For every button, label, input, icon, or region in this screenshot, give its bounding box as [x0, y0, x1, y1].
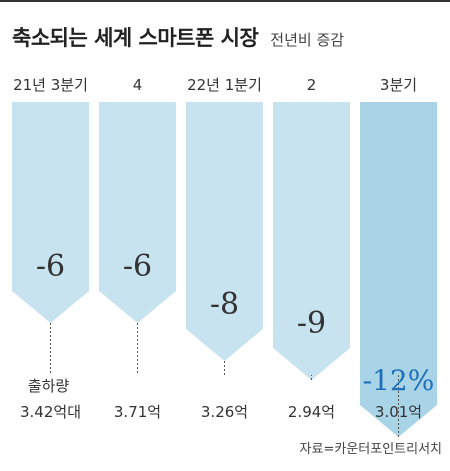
- category-label: 21년 3분기: [13, 76, 88, 94]
- bar: [186, 102, 263, 361]
- top-rule: [0, 0, 450, 2]
- category-label: 4: [133, 76, 143, 94]
- bar: [12, 102, 89, 323]
- title-row: 축소되는 세계 스마트폰 시장 전년비 증감: [12, 22, 344, 52]
- category-label: 22년 1분기: [187, 76, 262, 94]
- bar: [273, 102, 350, 380]
- shipment-label: 3.71억: [114, 403, 161, 421]
- value-label: -9: [297, 306, 326, 341]
- value-label: -6: [36, 249, 65, 284]
- shipment-label: 2.94억: [288, 403, 335, 421]
- value-label: -8: [210, 287, 239, 322]
- source-note: 자료=카운터포인트리서치: [299, 442, 442, 457]
- chart-title: 축소되는 세계 스마트폰 시장: [12, 26, 259, 50]
- shipment-label: 3.42억대: [20, 403, 81, 421]
- category-label: 2: [307, 76, 317, 94]
- category-label: 3분기: [380, 76, 417, 94]
- shipments-heading: 출하량: [28, 377, 70, 395]
- bar: [360, 102, 437, 437]
- chart-subtitle: 전년비 증감: [270, 31, 345, 49]
- shipment-label: 3.26억: [201, 403, 248, 421]
- shipment-label: 3.01억: [375, 403, 422, 421]
- value-label: -12%: [363, 364, 435, 397]
- bar: [99, 102, 176, 323]
- value-label: -6: [123, 249, 152, 284]
